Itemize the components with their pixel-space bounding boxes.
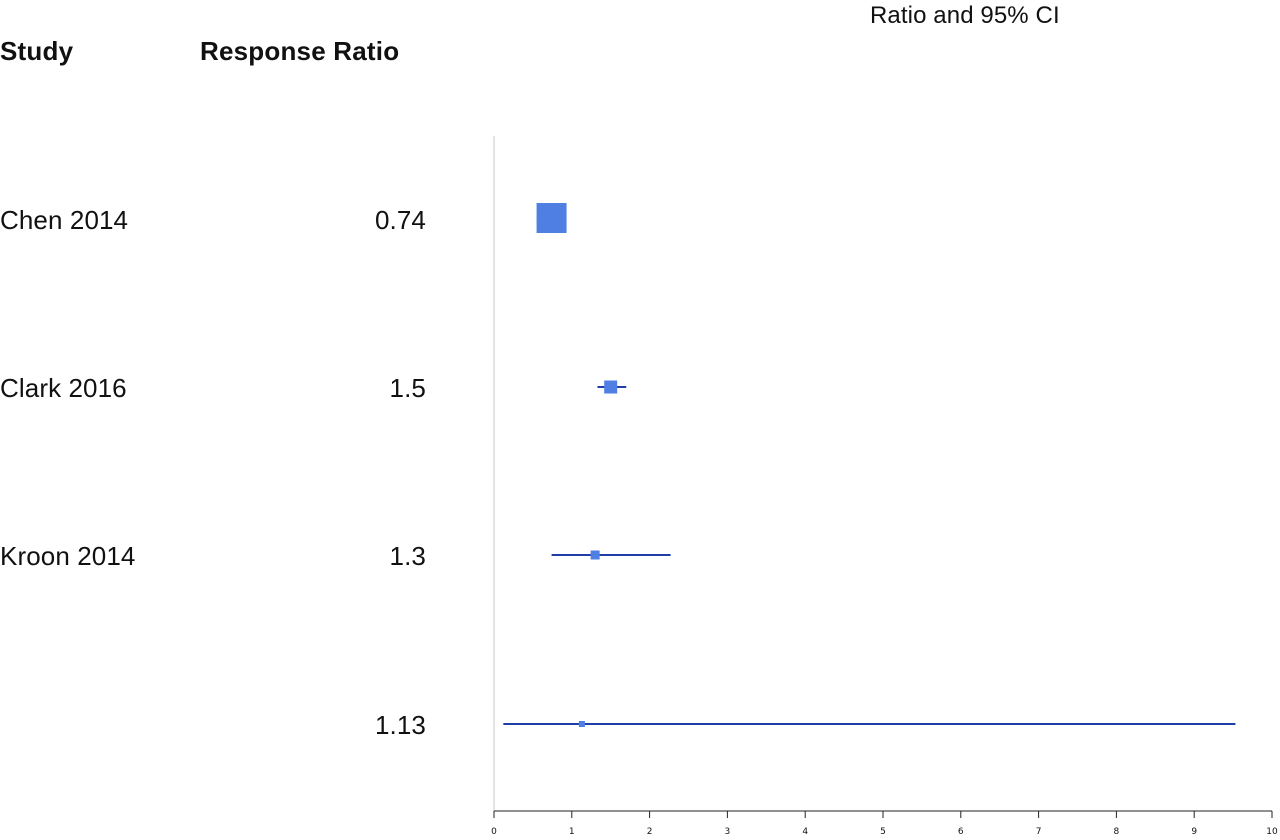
- x-tick-label-0: 0: [491, 827, 497, 837]
- x-axis-layer: 0 1 2 3 4 5 6 7 8 9 10: [491, 810, 1278, 837]
- x-tick-label-4: 4: [802, 827, 808, 837]
- estimate-box-chen-2014: [536, 203, 567, 233]
- x-tick-label-10: 10: [1266, 827, 1278, 837]
- estimate-box-clark-2016: [604, 380, 618, 394]
- x-tick-label-9: 9: [1191, 827, 1197, 837]
- estimate-box-pooled: [578, 721, 585, 727]
- ratio-value-kroon-2014: 1.3: [389, 541, 426, 571]
- x-tick-label-5: 5: [880, 827, 886, 837]
- confidence-interval-layer: [503, 217, 1236, 725]
- estimate-box-kroon-2014: [590, 550, 600, 560]
- ratio-value-pooled: 1.13: [374, 710, 426, 740]
- study-label-clark-2016: Clark 2016: [0, 373, 127, 403]
- ratio-value-chen-2014: 0.74: [374, 205, 426, 235]
- x-tick-label-8: 8: [1114, 827, 1120, 837]
- chart-title: Ratio and 95% CI: [870, 2, 1060, 29]
- response-ratio-column-header: Response Ratio: [200, 36, 400, 66]
- study-label-chen-2014: Chen 2014: [0, 205, 129, 235]
- study-label-kroon-2014: Kroon 2014: [0, 541, 136, 571]
- x-tick-label-2: 2: [647, 827, 653, 837]
- estimate-box-layer: [536, 203, 618, 727]
- x-tick-label-7: 7: [1036, 827, 1042, 837]
- study-column-header: Study: [0, 36, 74, 66]
- ratio-value-clark-2016: 1.5: [389, 373, 426, 403]
- x-tick-label-1: 1: [569, 827, 575, 837]
- x-tick-label-6: 6: [958, 827, 964, 837]
- x-tick-label-3: 3: [725, 827, 731, 837]
